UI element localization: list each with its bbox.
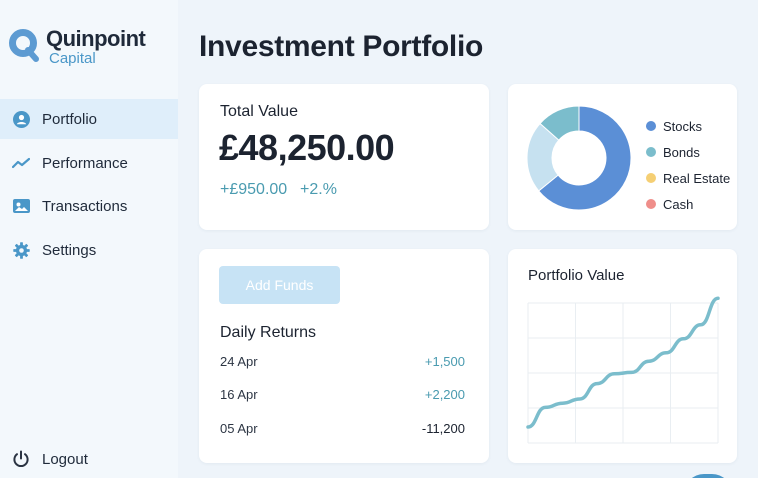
gear-icon [12, 241, 30, 259]
legend-swatch [646, 121, 656, 131]
legend-swatch [646, 173, 656, 183]
allocation-legend: Stocks Bonds Real Estate Cash [646, 113, 730, 217]
return-value: +1,500 [424, 354, 465, 369]
list-item: 16 Apr +2,200 [220, 387, 465, 407]
allocation-card: Stocks Bonds Real Estate Cash [508, 84, 737, 230]
floating-action-button[interactable] [684, 474, 732, 478]
receipt-icon [12, 197, 30, 215]
nav-label: Transactions [42, 197, 128, 215]
brand-logo-icon [9, 29, 39, 62]
page-title: Investment Portfolio [199, 30, 484, 63]
nav-item-portfolio[interactable]: Portfolio [0, 99, 178, 139]
logout-label: Logout [42, 450, 88, 468]
nav-item-performance[interactable]: Performance [0, 143, 178, 183]
legend-label: Stocks [663, 118, 703, 134]
allocation-donut-chart [526, 105, 632, 211]
series-line-portfolio-value [526, 296, 720, 429]
total-value-change: +£950.00 [220, 181, 288, 198]
nav-label: Performance [42, 154, 128, 172]
portfolio-value-chart [526, 296, 720, 444]
legend-swatch [646, 199, 656, 209]
legend-label: Bonds [663, 144, 700, 160]
legend-label: Real Estate [663, 170, 731, 186]
daily-returns-card: Add Funds Daily Returns 24 Apr +1,500 16… [199, 249, 489, 463]
return-date: 24 Apr [220, 354, 258, 369]
add-funds-button[interactable]: Add Funds [219, 266, 340, 304]
brand-name: Quinpoint [46, 26, 146, 51]
legend-item-real-estate: Real Estate [646, 165, 730, 191]
return-value: +2,200 [424, 387, 465, 402]
total-value-amount: £48,250.00 [219, 127, 395, 168]
nav-label: Settings [42, 241, 97, 259]
total-value-label: Total Value [220, 103, 298, 120]
total-value-card: Total Value £48,250.00 +£950.00 +2.% [199, 84, 489, 230]
daily-returns-title: Daily Returns [220, 324, 317, 341]
donut-slice-stocks [538, 105, 632, 211]
nav-item-transactions[interactable]: Transactions [0, 186, 178, 226]
brand-subtitle: Capital [49, 50, 96, 67]
total-value-change-percent: +2.% [300, 181, 337, 198]
nav-item-settings[interactable]: Settings [0, 230, 178, 270]
portfolio-value-card: Portfolio Value [508, 249, 737, 463]
list-item: 05 Apr -11,200 [220, 421, 465, 441]
logout-button[interactable]: Logout [0, 440, 178, 478]
trend-icon [12, 154, 30, 172]
donut-slice-real-estate [539, 105, 580, 141]
return-date: 16 Apr [220, 387, 258, 402]
brand[interactable]: Quinpoint Capital [8, 26, 146, 67]
list-item: 24 Apr +1,500 [220, 354, 465, 374]
legend-item-bonds: Bonds [646, 139, 730, 165]
nav-label: Portfolio [42, 110, 98, 128]
user-icon [12, 110, 30, 128]
legend-label: Cash [663, 196, 694, 212]
power-icon [12, 450, 30, 468]
legend-swatch [646, 147, 656, 157]
legend-item-cash: Cash [646, 191, 730, 217]
return-date: 05 Apr [220, 421, 258, 436]
legend-item-stocks: Stocks [646, 113, 730, 139]
return-value: -11,200 [421, 421, 465, 436]
sidebar: Quinpoint Capital Portfolio Performance … [0, 0, 178, 478]
portfolio-value-title: Portfolio Value [528, 267, 625, 284]
